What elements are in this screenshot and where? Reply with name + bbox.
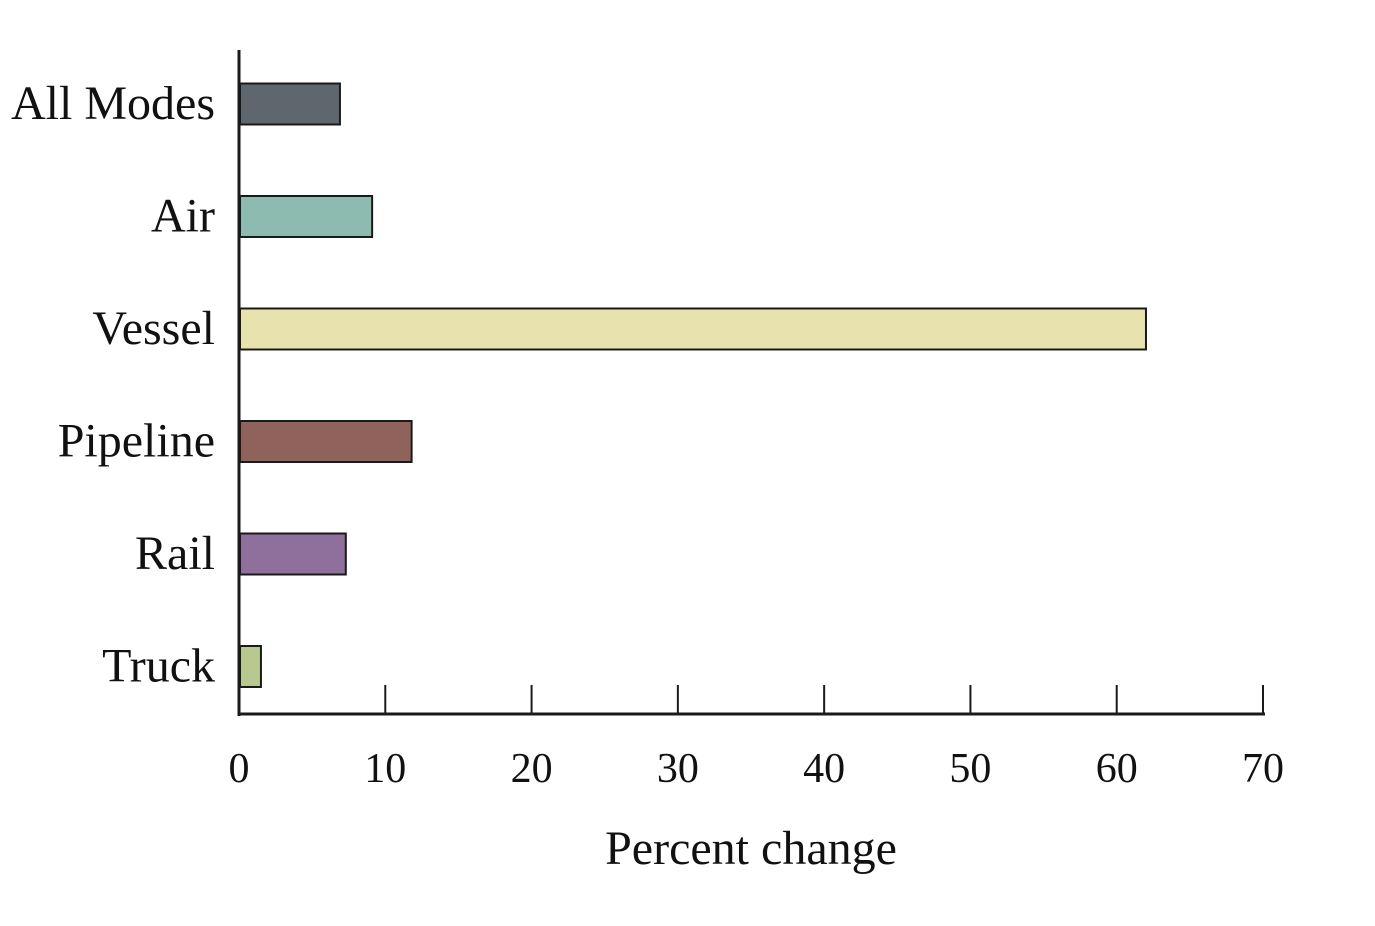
x-tick-label: 30: [657, 746, 699, 792]
x-ticks-layer: 0 10 20 30 40 50 60 70: [229, 685, 1284, 792]
category-labels-layer: All Modes Air Vessel Pipeline Rail Truck: [11, 77, 215, 693]
bar-pipeline: [239, 420, 413, 463]
category-label-truck: Truck: [102, 640, 215, 693]
bar-rail: [239, 532, 347, 576]
bar-air: [239, 195, 374, 238]
category-label-rail: Rail: [135, 527, 215, 580]
bar-truck: [239, 645, 262, 688]
x-tick-label: 70: [1242, 746, 1284, 792]
bars-layer: [239, 82, 1147, 688]
x-tick-label: 60: [1096, 746, 1138, 792]
bar-all-modes: [239, 82, 341, 126]
x-tick-label: 20: [511, 746, 553, 792]
x-axis-title: Percent change: [605, 822, 897, 875]
category-label-all-modes: All Modes: [11, 77, 215, 130]
category-label-air: Air: [151, 190, 215, 243]
x-tick-label: 0: [229, 746, 250, 792]
x-tick-label: 40: [803, 746, 845, 792]
x-tick-label: 10: [364, 746, 406, 792]
x-tick-label: 50: [949, 746, 991, 792]
bar-vessel: [239, 307, 1147, 351]
category-label-vessel: Vessel: [92, 302, 215, 355]
category-label-pipeline: Pipeline: [58, 415, 215, 468]
